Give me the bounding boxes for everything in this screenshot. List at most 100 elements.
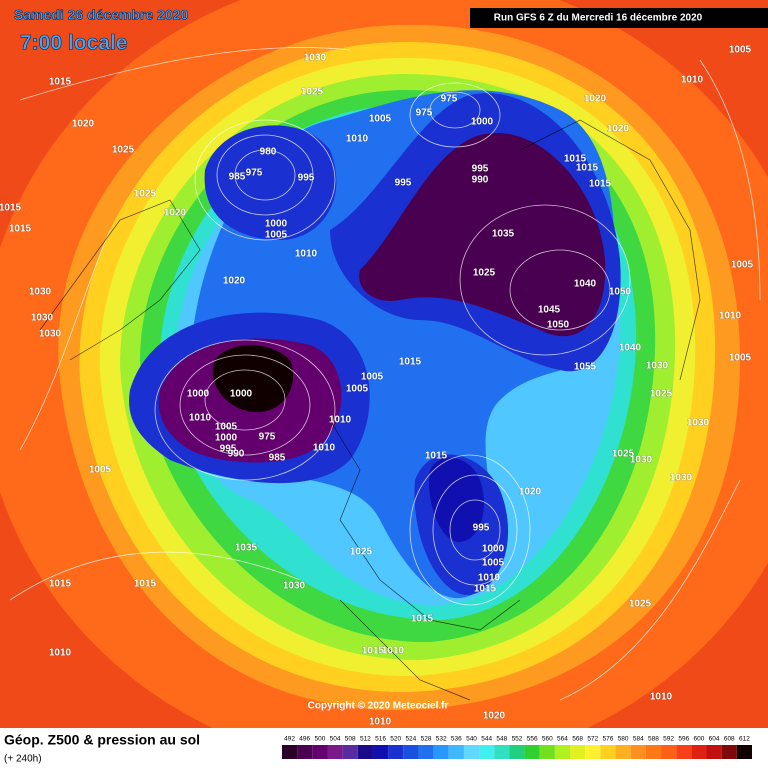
isobar-label: 1030	[687, 418, 710, 429]
isobar-label: 1020	[607, 124, 630, 135]
colorbar-label: 564	[557, 736, 568, 743]
colorbar-swatch	[585, 745, 601, 759]
colorbar-swatch	[645, 745, 662, 759]
isobar-label: 1030	[29, 287, 52, 298]
colorbar-swatch	[403, 745, 419, 759]
isobar-label: 1015	[9, 224, 32, 235]
isobar-label: 1010	[382, 646, 405, 657]
isobar-label: 995	[472, 164, 489, 175]
colorbar-swatch	[554, 745, 571, 759]
isobar-label: 1025	[301, 87, 324, 98]
colorbar-label: 584	[633, 736, 644, 743]
isobar-label: 980	[260, 147, 277, 158]
isobar-label: 1005	[215, 422, 238, 433]
isobar-label: 985	[229, 172, 246, 183]
isobar-label: 1025	[650, 389, 673, 400]
colorbar-label: 592	[663, 736, 674, 743]
colorbar: 492 496 500 504 508 512 516 520 524 528 532 536 540 5…	[282, 736, 752, 759]
isobar-label: 1025	[612, 449, 635, 460]
isobar-label: 1015	[134, 579, 157, 590]
colorbar-label: 548	[496, 736, 507, 743]
isobar-label: 1015	[576, 163, 599, 174]
colorbar-swatch	[297, 745, 313, 759]
colorbar-label: 568	[572, 736, 583, 743]
isobar-label: 1015	[425, 451, 448, 462]
isobar-label: 1010	[189, 413, 212, 424]
colorbar-label: 500	[314, 736, 325, 743]
isobar-label: 1010	[49, 648, 72, 659]
colorbar-label: 524	[405, 736, 416, 743]
isobar-label: 1015	[411, 614, 434, 625]
colorbar-label: 600	[694, 736, 705, 743]
colorbar-swatch	[312, 745, 328, 759]
colorbar-swatch	[509, 745, 525, 759]
isobar-label: 1015	[399, 357, 422, 368]
isobar-label: 1000	[187, 389, 210, 400]
colorbar-swatch	[372, 745, 389, 759]
isobar-label: 1010	[681, 75, 704, 86]
isobar-label: 1010	[478, 573, 501, 584]
isobar-label: 975	[416, 108, 433, 119]
isobar-label: 1005	[265, 230, 288, 241]
colorbar-label: 544	[481, 736, 492, 743]
isobar-label: 1005	[346, 384, 369, 395]
colorbar-swatch	[570, 745, 586, 759]
isobar-label: 1025	[134, 189, 157, 200]
isobar-label: 1015	[362, 646, 385, 657]
colorbar-label: 576	[603, 736, 614, 743]
isobar-label: 1020	[223, 276, 246, 287]
isobar-label: 1040	[574, 279, 597, 290]
colorbar-swatch	[418, 745, 434, 759]
date-label: Samedi 26 décembre 2020	[14, 7, 189, 23]
isobar-label: 995	[473, 523, 490, 534]
colorbar-swatch	[691, 745, 707, 759]
isobar-label: 1000	[265, 219, 288, 230]
colorbar-label: 520	[390, 736, 401, 743]
colorbar-swatch	[721, 745, 737, 759]
isobar-label: 1030	[31, 313, 54, 324]
isobar-label: 990	[228, 449, 245, 460]
isobar-label: 1020	[72, 119, 95, 130]
colorbar-swatch	[706, 745, 722, 759]
isobar-label: 1030	[283, 581, 306, 592]
colorbar-label: 612	[739, 736, 750, 743]
isobar-label: 1050	[609, 287, 632, 298]
isobar-label: 1005	[729, 45, 752, 56]
isobar-label: 1000	[215, 433, 238, 444]
isobar-label: 1020	[164, 208, 187, 219]
isobar-label: 1035	[492, 229, 515, 240]
colorbar-label: 536	[451, 736, 462, 743]
isobar-label: 1000	[482, 544, 505, 555]
colorbar-swatch	[357, 745, 373, 759]
isobar-label: 1010	[329, 415, 352, 426]
isobar-label: 1015	[49, 579, 72, 590]
isobar-label: 1025	[350, 547, 373, 558]
run-box	[470, 8, 768, 28]
isobar-label: 1050	[547, 320, 570, 331]
colorbar-swatch	[676, 745, 692, 759]
isobar-labels: 1015 1020 1025 1025 1015 1015 1020 1030 1025 1010…	[0, 44, 754, 728]
colorbar-label: 528	[421, 736, 432, 743]
isobar-label: 995	[298, 173, 315, 184]
colorbar-swatch	[448, 745, 464, 759]
footer-lead: (+ 240h)	[4, 754, 42, 765]
colorbar-label: 560	[542, 736, 553, 743]
isobar-label: 995	[395, 178, 412, 189]
isobar-label: 1005	[729, 353, 752, 364]
copyright: Copyright © 2020 Meteociel.fr	[308, 701, 449, 712]
isobar-label: 1030	[670, 473, 693, 484]
colorbar-label: 596	[678, 736, 689, 743]
isobar-label: 1025	[112, 145, 135, 156]
colorbar-swatch	[463, 745, 480, 759]
colorbar-swatch	[630, 745, 646, 759]
colorbar-label: 516	[375, 736, 386, 743]
isobar-label: 1020	[584, 94, 607, 105]
isobar-label: 1015	[0, 203, 22, 214]
coastlines	[39, 119, 701, 701]
colorbar-swatch	[479, 745, 495, 759]
isobar-label: 1010	[369, 717, 392, 728]
colorbar-label: 608	[724, 736, 735, 743]
colorbar-swatch	[661, 745, 677, 759]
